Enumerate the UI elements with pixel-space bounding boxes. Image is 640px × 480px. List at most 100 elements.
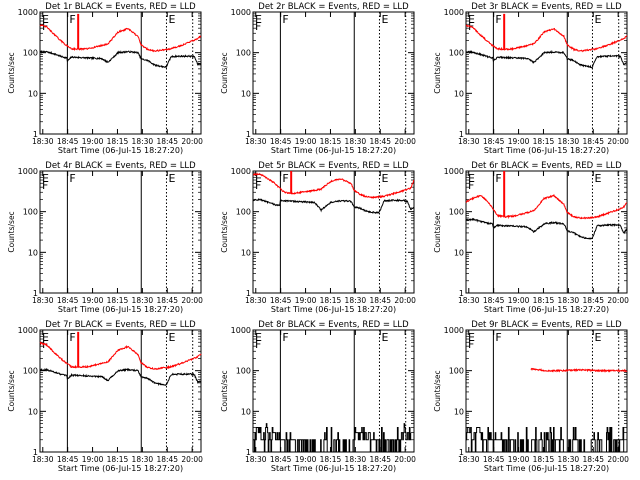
panel-9-left-marker-label-1: F (468, 338, 474, 351)
panel-9-y-tick-label-0: 1 (459, 448, 464, 457)
panel-8-x-tick-label-4: 18:30 (345, 455, 367, 464)
panel-3-series-lld-line (465, 24, 628, 53)
panel-1-time-marker-label-0: F (69, 13, 75, 26)
panel-1-time-marker-label-2: E (168, 13, 175, 26)
panel-3-title: Det 3r BLACK = Events, RED = LLD (471, 2, 622, 12)
panel-9-x-tick-label-5: 18:45 (582, 455, 604, 464)
panel-4-y-tick-label-3: 1000 (18, 167, 38, 176)
panel-9-y-tick-label-2: 100 (449, 367, 464, 376)
panel-5-time-marker-label-2: E (381, 172, 388, 185)
panel-4-plot-frame (39, 170, 202, 294)
panel-4-x-tick-label-2: 19:00 (82, 296, 104, 305)
panel-5-left-marker-label-1: F (255, 179, 261, 192)
panel-6-left-marker-label-0: E (468, 172, 475, 185)
panel-9-title: Det 9r BLACK = Events, RED = LLD (471, 320, 622, 330)
panel-5-x-tick-label-5: 18:45 (369, 296, 391, 305)
panel-2-x-tick-label-3: 18:15 (320, 137, 342, 146)
panel-6-x-tick-label-6: 20:00 (607, 296, 629, 305)
panel-5-y-axis-label: Counts/sec (220, 211, 229, 252)
panel-2-y-tick-label-0: 1 (246, 130, 251, 139)
panel-7-time-marker-label-2: E (168, 331, 175, 344)
panel-5-series-events-line (252, 198, 415, 215)
panel-2-x-axis-label: Start Time (06-Jul-15 18:27:20) (271, 146, 396, 155)
panel-6-x-tick-label-4: 18:30 (558, 296, 580, 305)
panel-1-x-tick-label-6: 20:00 (181, 137, 203, 146)
panel-9-y-tick-label-3: 1000 (444, 326, 464, 335)
panel-2-plot-frame (252, 11, 415, 135)
panel-9-x-tick-label-2: 19:00 (508, 455, 530, 464)
panel-6-x-tick-label-3: 18:15 (533, 296, 555, 305)
panel-3-x-axis-label: Start Time (06-Jul-15 18:27:20) (484, 146, 609, 155)
panel-7-x-axis-label: Start Time (06-Jul-15 18:27:20) (58, 464, 183, 473)
panel-8-x-tick-label-6: 20:00 (394, 455, 416, 464)
panel-5-y-tick-label-3: 1000 (231, 167, 251, 176)
panel-4-x-tick-label-1: 18:45 (57, 296, 79, 305)
panel-4-left-marker-label-0: E (42, 172, 49, 185)
panel-3-x-tick-label-2: 19:00 (508, 137, 530, 146)
panel-8-y-tick-label-2: 100 (236, 367, 251, 376)
panel-8-x-axis-label: Start Time (06-Jul-15 18:27:20) (271, 464, 396, 473)
panel-9-time-marker-label-0: F (495, 331, 501, 344)
panel-5-y-tick-label-2: 100 (236, 208, 251, 217)
panel-1-y-tick-label-2: 100 (23, 49, 38, 58)
panel-1-left-marker-label-0: E (42, 13, 49, 26)
panel-2-time-marker-label-2: E (381, 13, 388, 26)
panel-8-left-marker-label-0: E (255, 331, 262, 344)
panel-7-y-tick-label-3: 1000 (18, 326, 38, 335)
panel-5-plot-frame (252, 170, 415, 294)
panel-3-x-tick-label-4: 18:30 (558, 137, 580, 146)
panel-2-title: Det 2r BLACK = Events, RED = LLD (258, 2, 409, 12)
panel-7-y-tick-label-2: 100 (23, 367, 38, 376)
panel-7-x-tick-label-5: 18:45 (156, 455, 178, 464)
panel-5-left-marker-label-0: E (255, 172, 262, 185)
panel-9-series-events-line (466, 427, 625, 453)
panel-4-x-tick-label-6: 20:00 (181, 296, 203, 305)
panel-7-time-marker-label-0: F (69, 331, 75, 344)
panel-4-y-tick-label-0: 1 (33, 289, 38, 298)
panel-7-left-marker-label-0: E (42, 331, 49, 344)
panel-3-y-tick-label-1: 10 (454, 89, 464, 98)
panel-5-time-marker-label-0: F (282, 172, 288, 185)
panel-1-y-tick-label-1: 10 (28, 89, 38, 98)
panel-5-x-tick-label-0: 18:30 (245, 296, 267, 305)
panel-6-time-marker-label-0: F (495, 172, 501, 185)
panel-9-y-tick-label-1: 10 (454, 407, 464, 416)
panel-8-time-marker-label-2: E (381, 331, 388, 344)
panel-9-time-marker-label-2: E (594, 331, 601, 344)
panel-2-x-tick-label-6: 20:00 (394, 137, 416, 146)
panel-8-x-tick-label-2: 19:00 (295, 455, 317, 464)
panel-8-y-tick-label-0: 1 (246, 448, 251, 457)
panel-3-x-tick-label-0: 18:30 (458, 137, 480, 146)
panel-1-y-tick-label-0: 1 (33, 130, 38, 139)
panel-4-x-tick-label-4: 18:30 (132, 296, 154, 305)
panel-5-title: Det 5r BLACK = Events, RED = LLD (258, 161, 409, 171)
panel-7-y-tick-label-0: 1 (33, 448, 38, 457)
panel-2-left-marker-label-0: E (255, 13, 262, 26)
panel-9-y-axis-label: Counts/sec (433, 370, 442, 411)
panel-8-x-tick-label-5: 18:45 (369, 455, 391, 464)
panel-4-time-marker-label-0: F (69, 172, 75, 185)
panel-2-x-tick-label-4: 18:30 (345, 137, 367, 146)
panel-3-time-marker-label-2: E (594, 13, 601, 26)
panel-7-x-tick-label-3: 18:15 (107, 455, 129, 464)
panel-3-y-tick-label-2: 100 (449, 49, 464, 58)
panel-3-y-axis-label: Counts/sec (433, 52, 442, 93)
panel-8-title: Det 8r BLACK = Events, RED = LLD (258, 320, 409, 330)
panel-7-plot-frame (39, 329, 202, 453)
panel-6-x-axis-label: Start Time (06-Jul-15 18:27:20) (484, 305, 609, 314)
panel-9-x-tick-label-3: 18:15 (533, 455, 555, 464)
panel-8-y-tick-label-3: 1000 (231, 326, 251, 335)
panel-5-x-tick-label-4: 18:30 (345, 296, 367, 305)
panel-2-x-tick-label-0: 18:30 (245, 137, 267, 146)
panel-3-time-marker-label-0: F (495, 13, 501, 26)
panel-8-x-tick-label-1: 18:45 (270, 455, 292, 464)
panel-6-x-tick-label-0: 18:30 (458, 296, 480, 305)
panel-6-title: Det 6r BLACK = Events, RED = LLD (471, 161, 622, 171)
panel-8-left-marker-label-1: F (255, 338, 261, 351)
panel-5-x-tick-label-6: 20:00 (394, 296, 416, 305)
panel-8-x-tick-label-0: 18:30 (245, 455, 267, 464)
panel-2-time-marker-label-0: F (282, 13, 288, 26)
panel-1-y-tick-label-3: 1000 (18, 8, 38, 17)
panel-3-x-tick-label-1: 18:45 (483, 137, 505, 146)
